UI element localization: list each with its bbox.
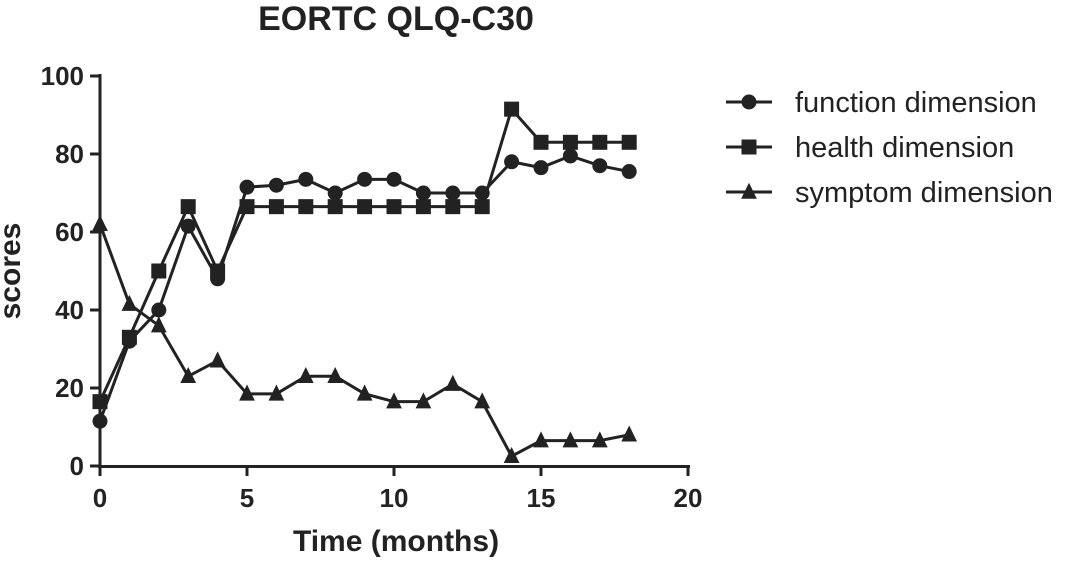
data-point-function — [268, 177, 284, 193]
data-point-health — [298, 199, 314, 215]
axes — [98, 74, 690, 468]
series-line-symptom — [98, 223, 630, 459]
x-tick-label: 15 — [527, 483, 556, 513]
data-point-function — [180, 218, 196, 234]
data-point-symptom — [621, 425, 638, 442]
data-point-health — [621, 134, 637, 150]
y-tick-label: 100 — [41, 61, 84, 91]
data-point-health — [504, 101, 520, 117]
data-point-symptom — [268, 384, 285, 401]
data-point-health — [151, 263, 167, 279]
data-point-health — [415, 199, 431, 215]
x-axis-label: Time (months) — [293, 525, 499, 558]
legend-marker-square — [741, 139, 757, 155]
legend-item-health: health dimension — [726, 132, 1014, 164]
data-point-health — [445, 199, 461, 215]
data-point-health — [92, 394, 108, 410]
data-point-health — [474, 199, 490, 215]
data-point-symptom — [297, 367, 314, 384]
data-point-health — [239, 199, 255, 215]
data-point-symptom — [327, 367, 344, 384]
data-point-function — [415, 185, 431, 201]
x-tick-label: 20 — [674, 483, 703, 513]
data-point-function — [621, 164, 637, 180]
data-point-symptom — [444, 374, 461, 391]
data-point-function — [386, 171, 402, 187]
data-point-health — [180, 199, 196, 215]
data-point-function — [151, 302, 167, 318]
data-point-health — [592, 134, 608, 150]
x-tick-label: 5 — [240, 483, 254, 513]
data-point-function — [533, 160, 549, 176]
y-tick-label: 20 — [55, 373, 84, 403]
y-axis-label: scores — [0, 223, 27, 320]
y-tick-label: 80 — [55, 139, 84, 169]
data-point-symptom — [533, 431, 549, 448]
y-tick-label: 40 — [55, 295, 84, 325]
data-point-symptom — [415, 392, 432, 409]
series-symptom — [92, 214, 638, 463]
legend-label: health dimension — [795, 132, 1014, 164]
data-point-function — [504, 154, 520, 170]
data-point-function — [445, 185, 461, 201]
legend-marker-circle — [741, 94, 757, 110]
data-point-health — [533, 134, 549, 150]
series-health — [92, 101, 637, 410]
data-point-symptom — [209, 351, 226, 368]
data-point-symptom — [356, 384, 373, 401]
data-point-health — [327, 199, 343, 215]
legend-label: symptom dimension — [795, 177, 1053, 209]
axis-ticks: 0 20 40 60 80 100 0 5 10 15 20 — [41, 61, 703, 513]
data-point-health — [210, 263, 226, 279]
data-point-symptom — [92, 214, 108, 231]
data-point-symptom — [474, 392, 491, 409]
legend-marker-triangle — [741, 182, 757, 199]
chart-title: EORTC QLQ-C30 — [258, 0, 534, 38]
data-point-health — [268, 199, 284, 215]
data-point-symptom — [591, 431, 608, 448]
data-point-function — [562, 148, 578, 164]
data-point-function — [327, 185, 343, 201]
data-point-health — [386, 199, 402, 215]
data-point-health — [121, 329, 137, 345]
data-point-symptom — [239, 384, 255, 401]
series — [92, 101, 638, 463]
x-tick-label: 0 — [93, 483, 107, 513]
legend-item-function: function dimension — [726, 87, 1037, 119]
x-tick-label: 10 — [380, 483, 409, 513]
legend-item-symptom: symptom dimension — [726, 177, 1053, 209]
data-point-symptom — [150, 316, 167, 333]
data-point-symptom — [562, 431, 579, 448]
y-tick-label: 60 — [55, 217, 84, 247]
legend: function dimension health dimension sympto… — [726, 87, 1053, 209]
data-point-symptom — [386, 392, 402, 409]
y-tick-label: 0 — [70, 451, 84, 481]
legend-label: function dimension — [795, 87, 1037, 119]
data-point-function — [298, 171, 314, 187]
data-point-symptom — [121, 294, 138, 311]
data-point-function — [239, 179, 255, 195]
data-point-symptom — [180, 367, 197, 384]
data-point-health — [357, 199, 373, 215]
data-point-symptom — [503, 446, 520, 463]
series-line-function — [98, 154, 630, 422]
data-point-function — [592, 158, 608, 174]
data-point-function — [357, 171, 373, 187]
data-point-health — [562, 134, 578, 150]
data-point-function — [92, 413, 108, 429]
